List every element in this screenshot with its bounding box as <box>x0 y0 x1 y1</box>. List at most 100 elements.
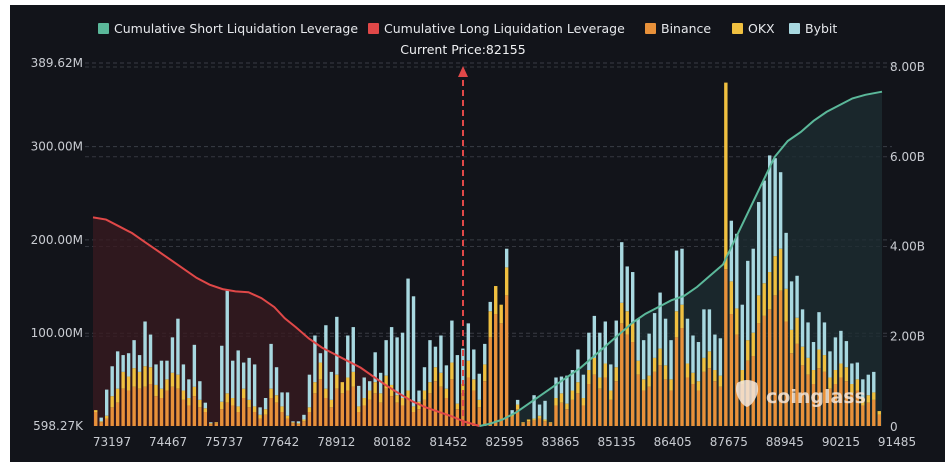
left-axis: 389.62M 300.00M 200.00M 100.00M 598.27K <box>31 56 84 433</box>
legend-item[interactable]: Binance <box>645 21 711 36</box>
bar-binance <box>307 412 312 426</box>
bar-okx <box>565 403 569 410</box>
bar-stack <box>258 407 262 426</box>
bar-stack <box>839 330 843 426</box>
bar-bybit <box>176 318 180 375</box>
bar-okx <box>548 422 553 424</box>
bar-bybit <box>367 381 372 391</box>
bar-binance <box>641 390 646 426</box>
bar-stack <box>850 363 854 426</box>
bar-binance <box>707 368 712 426</box>
bar-okx <box>472 379 476 391</box>
x-axis-tick-label: 86405 <box>654 435 692 449</box>
bar-okx <box>521 422 525 424</box>
bar-okx <box>839 363 843 378</box>
bar-okx <box>559 393 564 403</box>
bar-bybit <box>373 352 377 383</box>
bar-okx <box>663 365 668 380</box>
bar-bybit <box>609 364 613 391</box>
legend[interactable]: Cumulative Short Liquidation Leverage Cum… <box>98 21 837 36</box>
bar-bybit <box>324 325 328 389</box>
bar-okx <box>154 384 158 397</box>
bar-bybit <box>411 296 416 407</box>
bar-stack <box>104 389 109 426</box>
bar-binance <box>488 337 492 426</box>
bar-stack <box>444 365 449 426</box>
bar-binance <box>236 412 240 426</box>
bar-binance <box>570 399 575 426</box>
bar-stack <box>411 296 416 426</box>
bar-binance <box>143 386 147 426</box>
bar-bybit <box>663 318 668 366</box>
legend-label: Bybit <box>805 21 837 36</box>
legend-item[interactable]: Cumulative Long Liquidation Leverage <box>368 21 625 36</box>
bar-bybit <box>346 335 350 378</box>
bar-binance <box>285 418 290 426</box>
bar-binance <box>866 402 871 426</box>
legend-item[interactable]: Cumulative Short Liquidation Leverage <box>98 21 358 36</box>
bar-okx <box>192 386 197 397</box>
bar-binance <box>466 377 471 426</box>
bar-bybit <box>603 321 608 364</box>
bar-bybit <box>296 421 301 424</box>
bar-bybit <box>269 343 273 389</box>
bar-bybit <box>844 341 849 368</box>
bar-bybit <box>614 320 618 368</box>
legend-swatch-icon <box>789 23 800 34</box>
bar-bybit <box>483 343 487 365</box>
bar-stack <box>510 410 514 426</box>
bar-bybit <box>773 158 777 257</box>
bar-bybit <box>417 390 421 402</box>
bar-okx <box>691 372 695 385</box>
bar-binance <box>203 412 208 426</box>
bar-binance <box>718 386 723 426</box>
bar-bybit <box>313 335 317 383</box>
bar-stack <box>192 344 197 426</box>
legend-swatch-icon <box>98 23 109 34</box>
bar-stack <box>472 349 476 426</box>
legend-item[interactable]: OKX <box>732 21 775 36</box>
bar-stack <box>263 398 268 426</box>
legend-item[interactable]: Bybit <box>789 21 837 36</box>
bar-bybit <box>291 421 295 423</box>
bar-binance <box>537 418 542 426</box>
bar-okx <box>477 399 481 408</box>
bar-bybit <box>274 367 279 396</box>
bar-okx <box>258 414 262 419</box>
bar-okx <box>411 406 416 413</box>
bar-stack <box>663 318 668 426</box>
coinglass-bull-icon <box>735 380 759 407</box>
bar-okx <box>220 401 224 410</box>
bar-okx <box>581 398 586 406</box>
bar-okx <box>767 272 772 310</box>
bar-stack <box>587 332 591 426</box>
bar-okx <box>587 370 591 385</box>
bar-binance <box>839 377 843 426</box>
bar-stack <box>757 202 761 426</box>
bar-okx <box>702 357 706 372</box>
bar-bybit <box>433 346 438 368</box>
bar-binance <box>620 323 624 426</box>
bar-okx <box>252 406 257 413</box>
right-axis: 8.00B 6.00B 4.00B 2.00B 0 <box>890 60 925 434</box>
bar-binance <box>526 421 531 426</box>
bar-bybit <box>729 220 734 282</box>
bar-stack <box>395 337 399 426</box>
bar-stack <box>724 82 728 426</box>
bar-binance <box>784 321 788 426</box>
bar-bybit <box>872 371 876 393</box>
legend-label: OKX <box>748 21 775 36</box>
bar-okx <box>526 419 531 422</box>
bar-stack <box>351 327 355 426</box>
left-axis-tick-label: 389.62M <box>31 56 83 70</box>
bar-stack <box>603 321 608 426</box>
bar-bybit <box>335 316 339 375</box>
bar-binance <box>828 388 832 426</box>
bar-bybit <box>357 385 361 407</box>
bar-bybit <box>636 318 640 361</box>
bar-binance <box>296 424 301 426</box>
bar-bybit <box>247 357 251 400</box>
bar-okx <box>855 379 860 391</box>
bar-okx <box>176 374 180 389</box>
bar-binance <box>691 384 695 426</box>
